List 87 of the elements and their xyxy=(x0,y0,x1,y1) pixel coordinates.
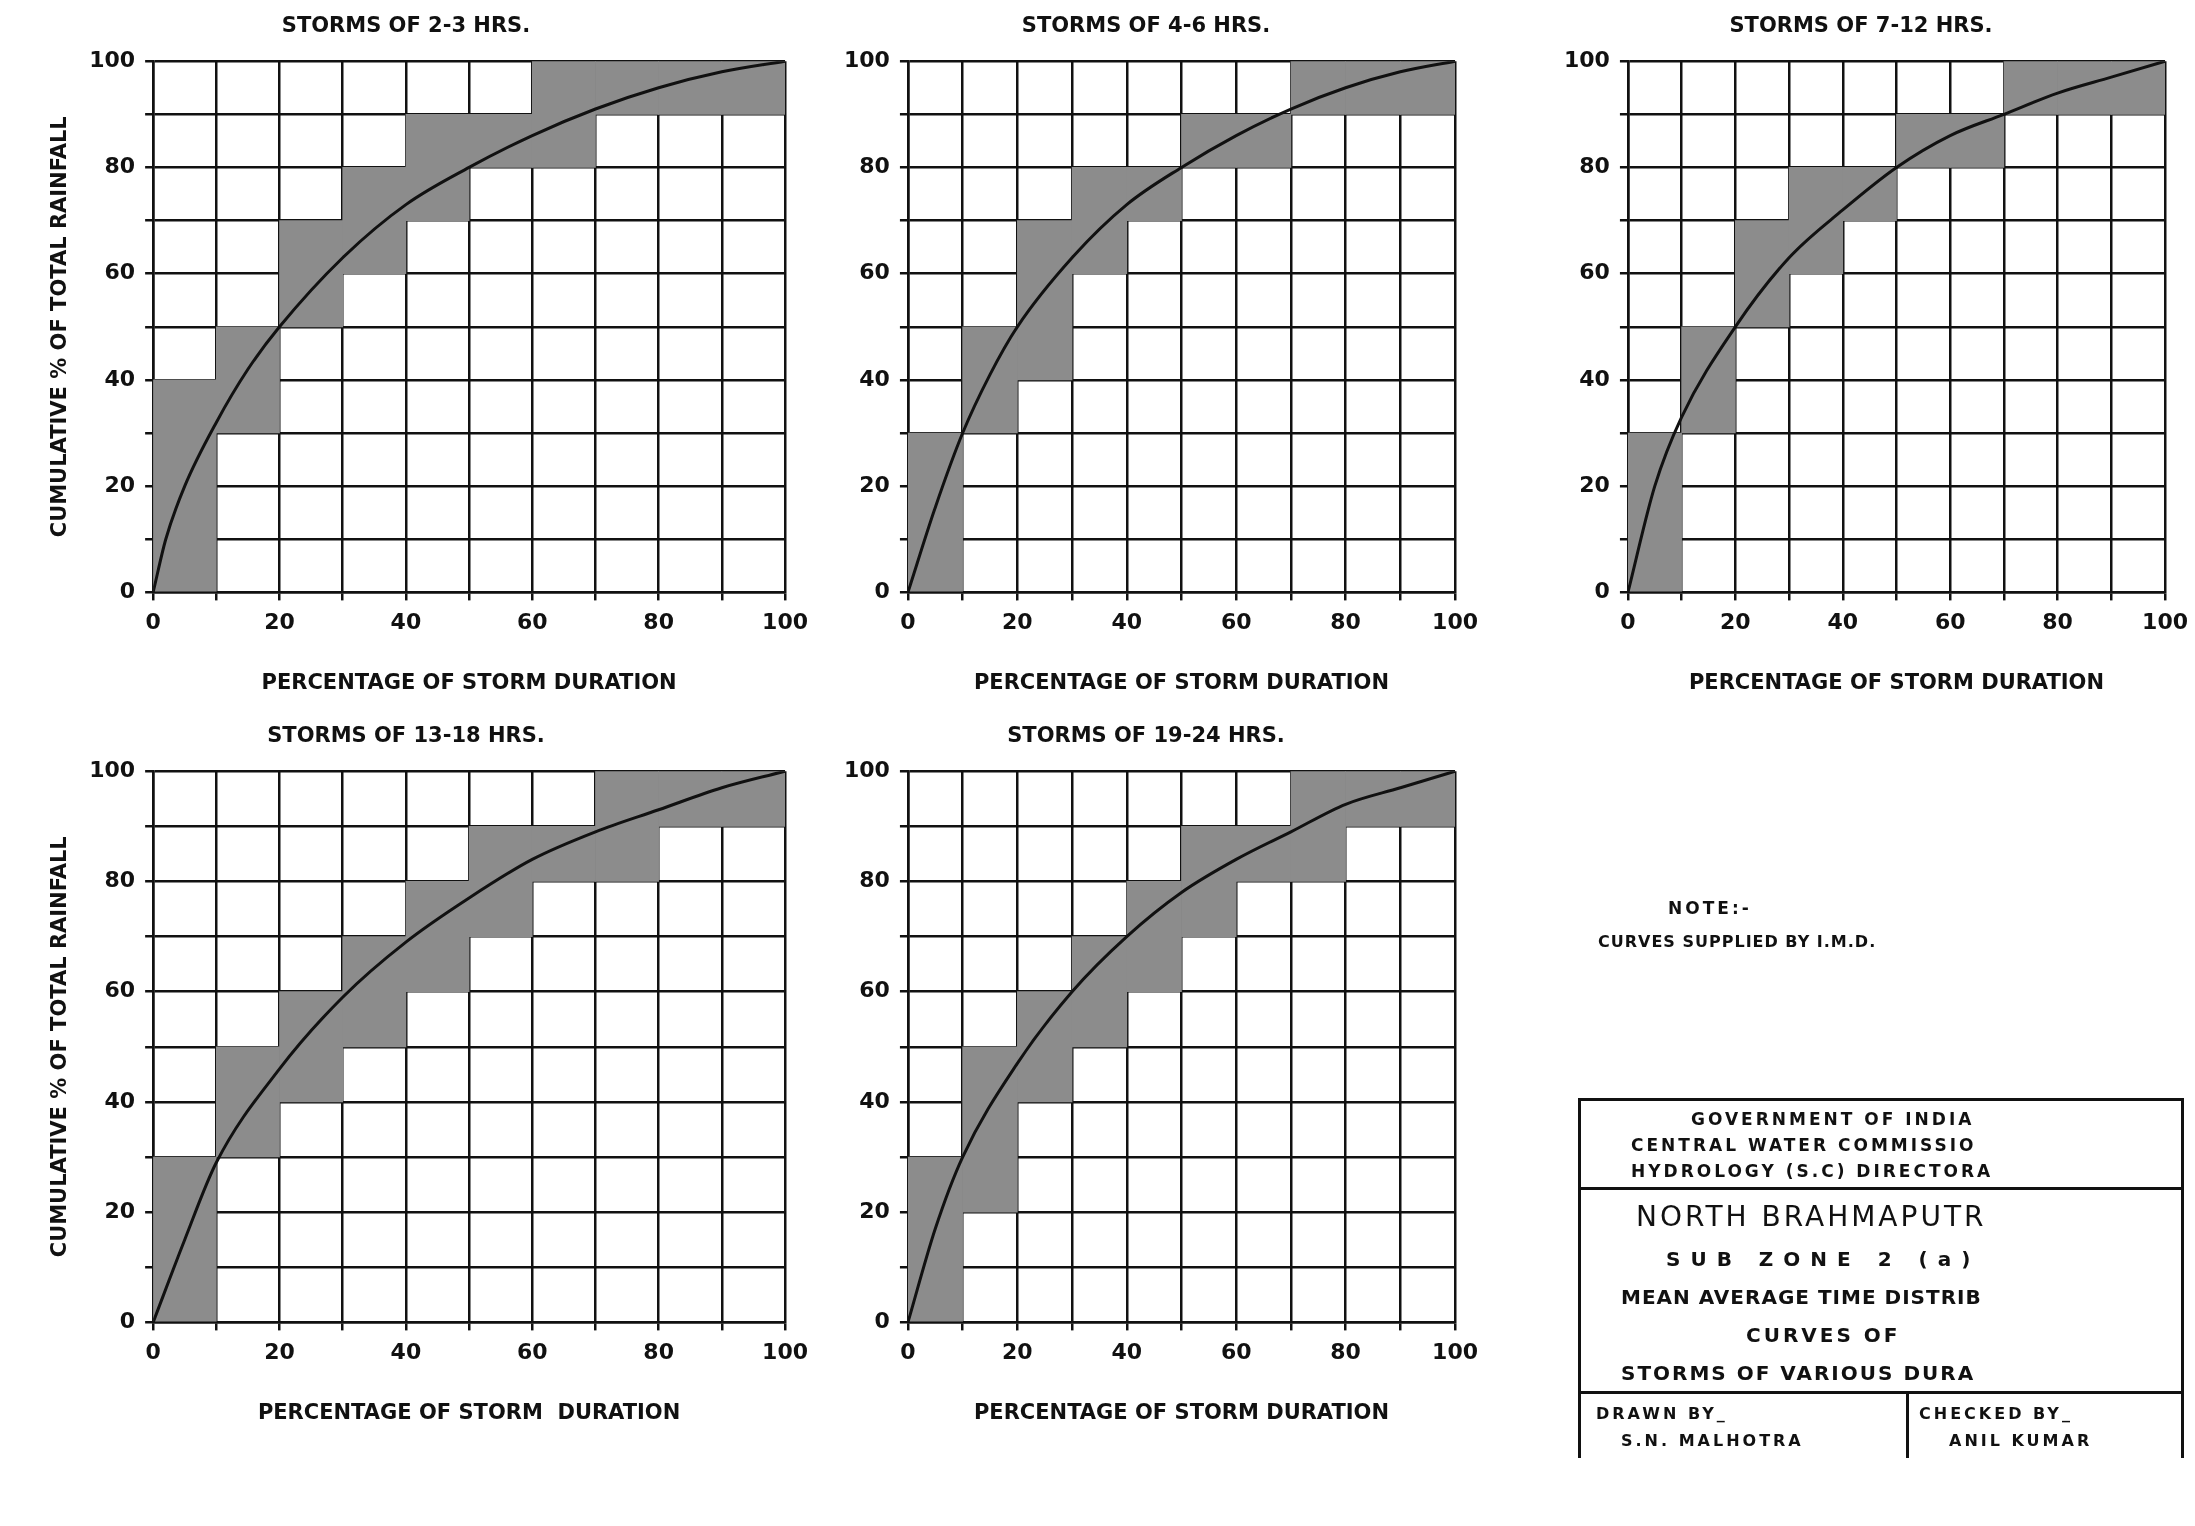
text: MEAN AVERAGE TIME DISTRIB xyxy=(1621,1285,1983,1309)
x-axis-title: PERCENTAGE OF STORM DURATION xyxy=(1688,669,2105,694)
text: STORMS OF VARIOUS DURA xyxy=(1621,1361,1977,1385)
x-tick-label: 40 xyxy=(1827,609,1859,635)
y-tick-label: 40 xyxy=(104,1087,136,1113)
x-tick-label: 80 xyxy=(2042,609,2073,635)
x-tick-label: 60 xyxy=(1220,1339,1252,1365)
y-tick-label: 0 xyxy=(119,578,136,604)
x-tick-label: 20 xyxy=(1002,1339,1033,1365)
text: DRAWN BY_ xyxy=(1596,1404,1729,1423)
x-tick-label: 100 xyxy=(1432,1339,1479,1365)
x-tick-label: 40 xyxy=(390,609,422,635)
x-tick-label: 40 xyxy=(1111,609,1143,635)
bar xyxy=(907,432,963,592)
text: SUB ZONE 2 (a) xyxy=(1666,1247,1982,1271)
x-tick-label: 20 xyxy=(264,609,295,635)
text: NOTE:- xyxy=(1668,898,1753,918)
x-axis-title: PERCENTAGE OF STORM DURATION xyxy=(973,1399,1390,1424)
y-tick-label: 0 xyxy=(1594,578,1610,604)
y-tick-label: 100 xyxy=(843,46,890,72)
x-tick-label: 80 xyxy=(643,1339,674,1365)
x-tick-label: 60 xyxy=(516,1339,548,1365)
x-tick-label: 100 xyxy=(2142,609,2189,635)
x-tick-label: 20 xyxy=(1720,609,1751,635)
y-tick-label: 20 xyxy=(859,1197,890,1223)
y-tick-label: 100 xyxy=(89,46,136,72)
x-tick-label: 0 xyxy=(145,1339,161,1365)
x-tick-label: 0 xyxy=(145,609,161,635)
x-axis-title: PERCENTAGE OF STORM DURATION xyxy=(257,1399,681,1424)
x-tick-label: 100 xyxy=(762,609,809,635)
x-tick-label: 100 xyxy=(762,1339,809,1365)
y-tick-label: 60 xyxy=(104,259,136,285)
chart-title: STORMS OF 19-24 HRS. xyxy=(1007,723,1285,748)
chart-title: STORMS OF 2-3 HRS. xyxy=(281,13,531,38)
y-tick-label: 20 xyxy=(104,471,136,497)
y-tick-label: 100 xyxy=(89,756,136,782)
x-tick-label: 80 xyxy=(643,609,674,635)
y-tick-label: 40 xyxy=(859,365,890,391)
text: GOVERNMENT OF INDIA xyxy=(1691,1109,1976,1129)
y-tick-label: 40 xyxy=(859,1087,890,1113)
y-tick-label: 60 xyxy=(1579,259,1610,285)
y-tick-label: 0 xyxy=(874,1308,890,1334)
x-tick-label: 100 xyxy=(1432,609,1479,635)
text: HYDROLOGY (S.C) DIRECTORA xyxy=(1631,1161,1995,1181)
y-tick-label: 100 xyxy=(843,756,890,782)
chart-title: STORMS OF 13-18 HRS. xyxy=(267,723,545,748)
y-tick-label: 40 xyxy=(1579,365,1610,391)
y-tick-label: 80 xyxy=(104,153,136,179)
text: CENTRAL WATER COMMISSIO xyxy=(1631,1135,1978,1155)
x-tick-label: 40 xyxy=(1111,1339,1143,1365)
x-tick-label: 20 xyxy=(264,1339,295,1365)
y-tick-label: 60 xyxy=(859,259,890,285)
y-tick-label: 0 xyxy=(874,578,890,604)
x-tick-label: 80 xyxy=(1330,609,1361,635)
x-tick-label: 0 xyxy=(900,609,916,635)
text: CURVES OF xyxy=(1746,1323,1902,1347)
x-tick-label: 0 xyxy=(1620,609,1636,635)
x-tick-label: 60 xyxy=(1220,609,1252,635)
x-axis-title: PERCENTAGE OF STORM DURATION xyxy=(973,669,1390,694)
x-tick-label: 20 xyxy=(1002,609,1033,635)
y-tick-label: 80 xyxy=(859,153,890,179)
x-tick-label: 0 xyxy=(900,1339,916,1365)
x-tick-label: 80 xyxy=(1330,1339,1361,1365)
y-tick-label: 0 xyxy=(119,1308,136,1334)
y-tick-label: 80 xyxy=(859,867,890,893)
y-tick-label: 40 xyxy=(104,365,136,391)
y-tick-label: 20 xyxy=(1579,471,1610,497)
x-tick-label: 60 xyxy=(516,609,548,635)
y-tick-label: 60 xyxy=(859,977,890,1003)
x-tick-label: 60 xyxy=(1934,609,1966,635)
text: CURVES SUPPLIED BY I.M.D. xyxy=(1598,932,1878,951)
y-axis-title: CUMULATIVE % OF TOTAL RAINFALL xyxy=(47,836,72,1258)
y-axis-title: CUMULATIVE % OF TOTAL RAINFALL xyxy=(47,116,72,538)
x-axis-title: PERCENTAGE OF STORM DURATION xyxy=(261,669,677,694)
y-tick-label: 100 xyxy=(1563,46,1610,72)
y-tick-label: 20 xyxy=(104,1197,136,1223)
text: NORTH BRAHMAPUTR xyxy=(1636,1200,1988,1233)
text: CHECKED BY_ xyxy=(1919,1404,2074,1423)
text: S.N. MALHOTRA xyxy=(1621,1431,1805,1450)
chart-title: STORMS OF 7-12 HRS. xyxy=(1729,13,1993,38)
y-tick-label: 20 xyxy=(859,471,890,497)
y-tick-label: 80 xyxy=(1579,153,1610,179)
y-tick-label: 60 xyxy=(104,977,136,1003)
y-tick-label: 80 xyxy=(104,867,136,893)
x-tick-label: 40 xyxy=(390,1339,422,1365)
text: ANIL KUMAR xyxy=(1949,1431,2093,1450)
chart-title: STORMS OF 4-6 HRS. xyxy=(1021,13,1271,38)
